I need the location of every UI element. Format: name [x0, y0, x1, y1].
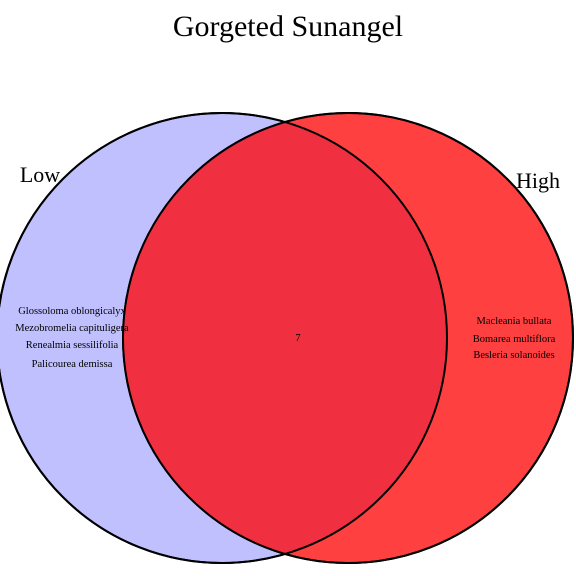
high-item: Macleania bullata	[477, 316, 552, 327]
low-set-outline	[0, 112, 448, 564]
diagram-title: Gorgeted Sunangel	[173, 10, 403, 43]
intersection-count: 7	[295, 333, 300, 344]
high-set-outline	[122, 112, 574, 564]
low-set-label: Low	[20, 162, 60, 187]
low-only-items: Glossoloma oblongicalyx Mezobromelia cap…	[15, 306, 129, 370]
low-item: Palicourea demissa	[32, 359, 113, 370]
high-item: Besleria solanoides	[473, 350, 554, 361]
low-item: Renealmia sessilifolia	[26, 340, 119, 351]
low-item: Glossoloma oblongicalyx	[18, 306, 126, 317]
intersection-region	[123, 113, 447, 563]
high-item: Bomarea multiflora	[473, 334, 556, 345]
high-set-label: High	[516, 168, 560, 193]
low-item: Mezobromelia capituligera	[15, 323, 129, 334]
high-only-items: Macleania bullata Bomarea multiflora Bes…	[473, 316, 556, 361]
